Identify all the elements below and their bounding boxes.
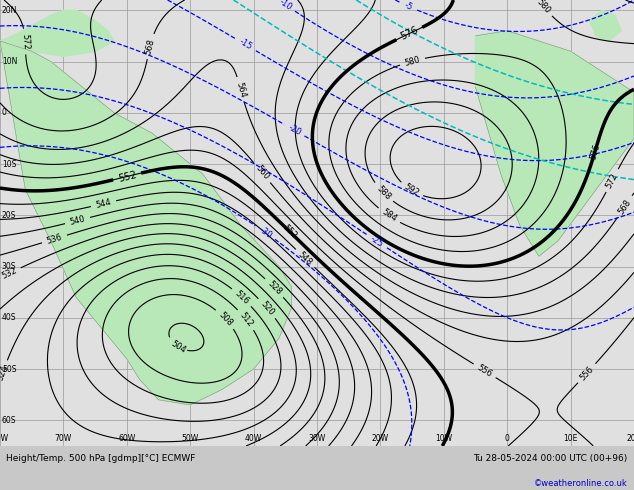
- Text: 544: 544: [95, 197, 112, 210]
- Text: 548: 548: [296, 249, 314, 267]
- Text: 572: 572: [20, 33, 30, 50]
- Text: 572: 572: [605, 172, 620, 190]
- Text: 536: 536: [46, 232, 63, 245]
- Text: 10W: 10W: [435, 434, 453, 443]
- Text: -20: -20: [286, 123, 302, 137]
- Text: 540: 540: [69, 214, 86, 227]
- Text: 516: 516: [233, 289, 250, 306]
- Text: 30S: 30S: [2, 262, 16, 271]
- Text: Tu 28-05-2024 00:00 UTC (00+96): Tu 28-05-2024 00:00 UTC (00+96): [474, 454, 628, 463]
- Text: 80W: 80W: [0, 434, 9, 443]
- Text: Height/Temp. 500 hPa [gdmp][°C] ECMWF: Height/Temp. 500 hPa [gdmp][°C] ECMWF: [6, 454, 196, 463]
- Text: 552: 552: [281, 223, 299, 241]
- Text: 50W: 50W: [181, 434, 199, 443]
- Text: 0: 0: [505, 434, 510, 443]
- Text: 30W: 30W: [308, 434, 326, 443]
- Polygon shape: [0, 41, 292, 405]
- Text: 60S: 60S: [2, 416, 16, 425]
- Text: 576: 576: [399, 25, 420, 42]
- Text: 580: 580: [403, 55, 421, 68]
- Text: 580: 580: [534, 0, 552, 15]
- Text: -25: -25: [369, 234, 385, 249]
- Text: 40W: 40W: [245, 434, 262, 443]
- Text: 576: 576: [588, 143, 602, 161]
- Text: 60W: 60W: [118, 434, 136, 443]
- Text: -10: -10: [277, 0, 294, 12]
- Text: 564: 564: [234, 81, 247, 98]
- Text: 20N: 20N: [2, 6, 17, 15]
- Text: 508: 508: [217, 310, 234, 328]
- Text: -30: -30: [257, 225, 273, 240]
- Text: 10E: 10E: [564, 434, 578, 443]
- Text: 20W: 20W: [372, 434, 389, 443]
- Text: 10N: 10N: [2, 57, 17, 66]
- Text: 20E: 20E: [627, 434, 634, 443]
- Text: 584: 584: [380, 208, 398, 224]
- Text: 556: 556: [476, 363, 494, 379]
- Text: 588: 588: [375, 184, 392, 201]
- Text: 512: 512: [238, 311, 254, 329]
- Text: 592: 592: [403, 182, 420, 198]
- Text: ©weatheronline.co.uk: ©weatheronline.co.uk: [534, 479, 628, 488]
- Polygon shape: [476, 31, 634, 256]
- Text: 532: 532: [0, 266, 18, 281]
- Text: -5: -5: [403, 0, 415, 12]
- Text: 520: 520: [259, 299, 276, 317]
- Text: 504: 504: [169, 339, 187, 355]
- Text: 568: 568: [144, 38, 157, 55]
- Text: 524: 524: [0, 364, 10, 381]
- Text: 0: 0: [2, 108, 7, 117]
- Text: 560: 560: [254, 164, 271, 182]
- Text: 528: 528: [266, 279, 283, 297]
- Text: 50S: 50S: [2, 365, 16, 373]
- Text: 552: 552: [117, 170, 138, 183]
- Polygon shape: [590, 10, 621, 41]
- Text: -15: -15: [238, 37, 254, 52]
- Text: 556: 556: [578, 365, 595, 382]
- Polygon shape: [0, 10, 114, 56]
- Text: 20S: 20S: [2, 211, 16, 220]
- Text: 10S: 10S: [2, 160, 16, 169]
- Text: 568: 568: [617, 197, 633, 216]
- Text: 70W: 70W: [55, 434, 72, 443]
- Text: 40S: 40S: [2, 313, 16, 322]
